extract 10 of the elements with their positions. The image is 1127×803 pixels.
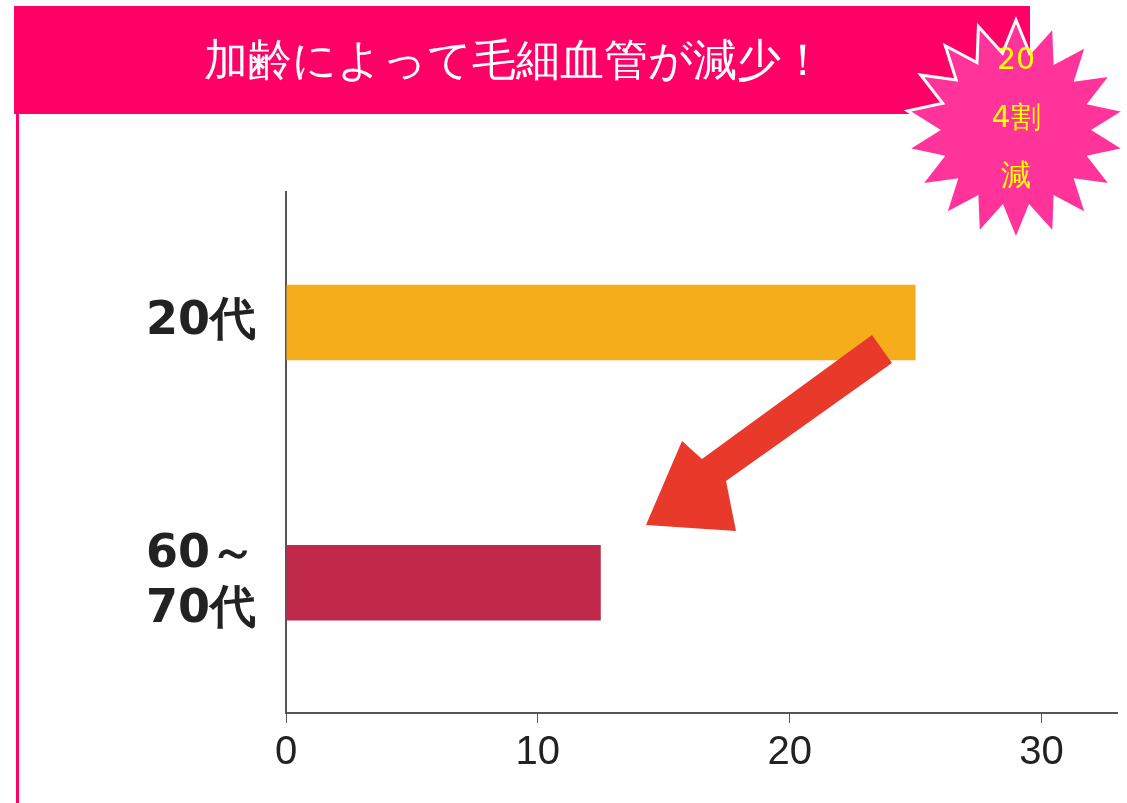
- x-tick-label: 0: [274, 728, 298, 773]
- x-tick-label: 20: [767, 728, 812, 773]
- x-tick-label: 10: [515, 728, 561, 773]
- y-tick-label: 20代: [145, 291, 256, 346]
- x-tick-label: 30: [1019, 728, 1064, 773]
- annotation: 減: [1000, 156, 1032, 194]
- text: 4割: [990, 98, 1042, 136]
- y-tick-label: 60～70代: [145, 524, 256, 634]
- text: 20: [995, 40, 1037, 78]
- chart-title: 加齢によって毛細血管が減少！: [203, 32, 825, 87]
